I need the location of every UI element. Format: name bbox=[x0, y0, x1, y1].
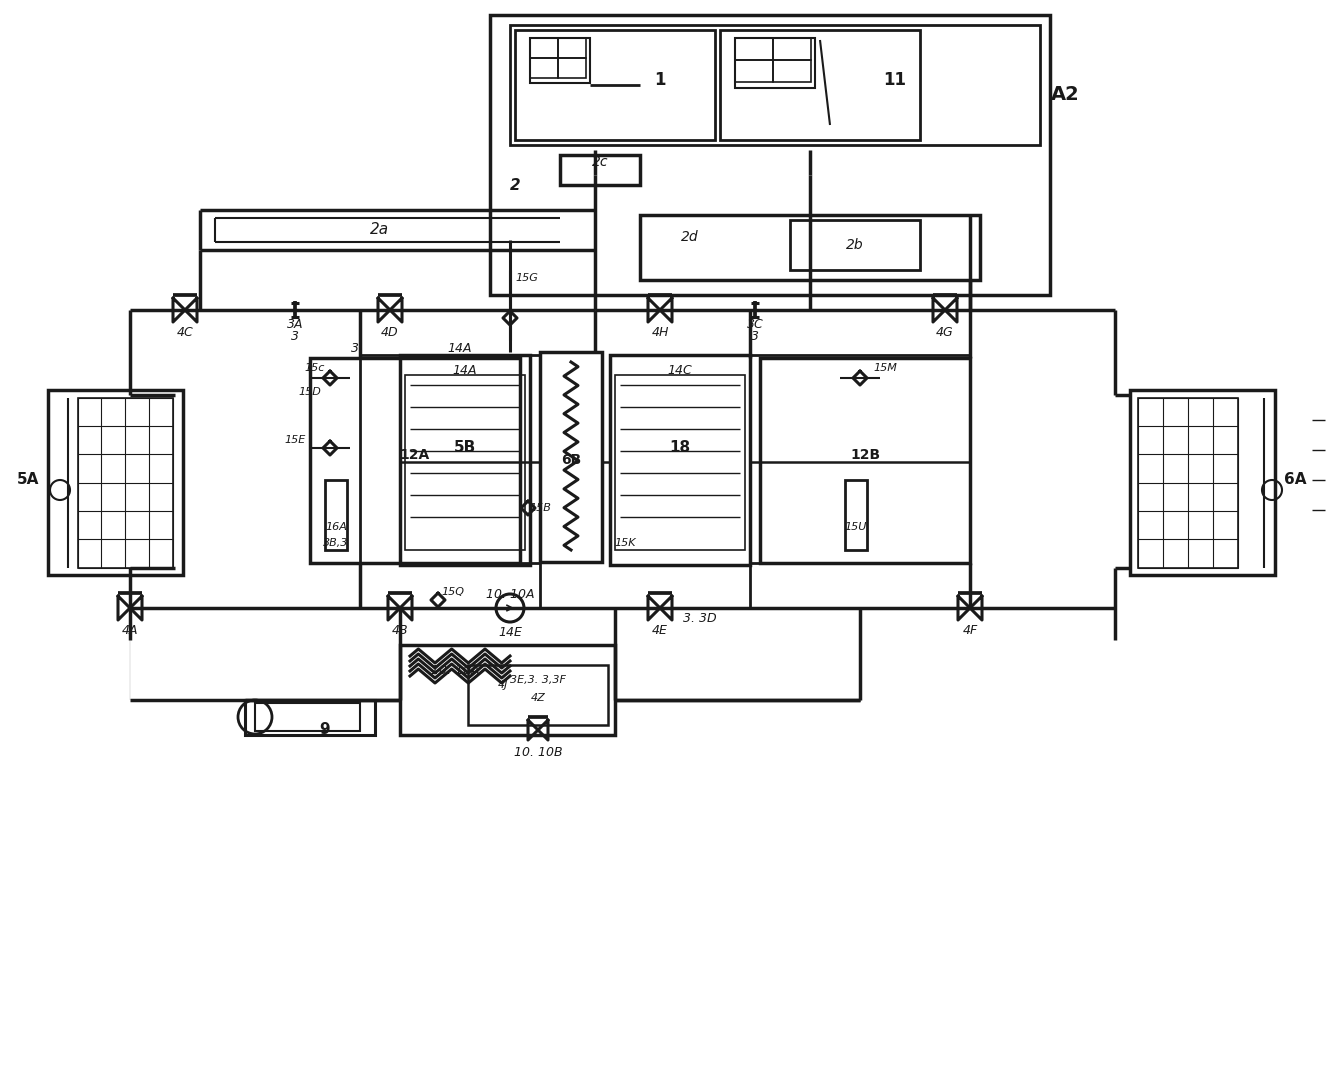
Bar bbox=[400, 355, 530, 566]
Bar bbox=[530, 38, 590, 83]
Text: 2a: 2a bbox=[371, 223, 389, 238]
Bar bbox=[530, 58, 558, 78]
Bar bbox=[558, 38, 586, 58]
Text: 15c: 15c bbox=[305, 363, 325, 373]
Bar bbox=[735, 60, 773, 82]
Bar bbox=[468, 665, 607, 724]
Text: 11: 11 bbox=[883, 71, 907, 89]
Text: A2: A2 bbox=[1050, 85, 1080, 105]
Bar bbox=[789, 220, 921, 270]
Bar bbox=[640, 214, 979, 280]
Text: 15Q: 15Q bbox=[442, 587, 464, 598]
Text: 3C: 3C bbox=[747, 319, 764, 332]
Text: 3B,3: 3B,3 bbox=[324, 538, 349, 548]
Bar bbox=[541, 352, 602, 562]
Bar bbox=[561, 155, 640, 185]
Text: 15D: 15D bbox=[298, 387, 321, 397]
Bar bbox=[615, 375, 745, 550]
Text: 10. 10A: 10. 10A bbox=[486, 588, 534, 601]
Text: 3: 3 bbox=[290, 331, 298, 344]
Text: 15E: 15E bbox=[285, 435, 305, 445]
Text: 3. 3D: 3. 3D bbox=[684, 611, 717, 624]
Bar bbox=[773, 60, 811, 82]
Text: 10. 10A: 10. 10A bbox=[431, 664, 479, 676]
Text: 2b: 2b bbox=[846, 238, 864, 252]
Bar bbox=[720, 30, 921, 140]
Text: 4A: 4A bbox=[122, 623, 138, 637]
Text: 4G: 4G bbox=[937, 325, 954, 338]
Bar bbox=[400, 644, 615, 735]
Text: 6B: 6B bbox=[561, 453, 581, 467]
Text: 5A: 5A bbox=[17, 473, 39, 488]
Text: 2c: 2c bbox=[591, 155, 609, 169]
Text: 14A: 14A bbox=[452, 364, 478, 377]
Text: 2: 2 bbox=[510, 177, 520, 192]
Text: 15K: 15K bbox=[614, 538, 636, 548]
Text: 4D: 4D bbox=[381, 325, 399, 338]
Bar bbox=[256, 703, 360, 731]
Bar bbox=[558, 58, 586, 78]
Bar bbox=[1139, 398, 1238, 568]
Text: 4E: 4E bbox=[652, 623, 668, 637]
Text: 4J: 4J bbox=[498, 680, 508, 690]
Text: 3A: 3A bbox=[286, 319, 304, 332]
Bar bbox=[735, 38, 773, 60]
Text: 18: 18 bbox=[669, 441, 690, 456]
Text: 12A: 12A bbox=[400, 448, 429, 462]
Text: 14C: 14C bbox=[668, 364, 692, 377]
Bar bbox=[405, 375, 524, 550]
Bar bbox=[48, 391, 183, 575]
Text: 15M: 15M bbox=[874, 363, 896, 373]
Bar bbox=[245, 700, 375, 735]
Text: 4B: 4B bbox=[392, 623, 408, 637]
Text: 4Z: 4Z bbox=[531, 692, 546, 703]
Text: 15G: 15G bbox=[515, 273, 538, 283]
Bar bbox=[515, 30, 714, 140]
Text: 3: 3 bbox=[751, 331, 759, 344]
Text: 4F: 4F bbox=[962, 623, 978, 637]
Text: 4H: 4H bbox=[652, 325, 669, 338]
Text: 5B: 5B bbox=[454, 441, 476, 456]
Text: 2d: 2d bbox=[681, 230, 698, 244]
Text: 10. 10B: 10. 10B bbox=[514, 746, 562, 759]
Text: 15U: 15U bbox=[844, 522, 867, 532]
Text: 16A: 16A bbox=[325, 522, 347, 532]
Text: 15B: 15B bbox=[529, 503, 551, 513]
Bar bbox=[78, 398, 173, 568]
Text: 3: 3 bbox=[351, 341, 359, 354]
Bar bbox=[760, 359, 970, 563]
Text: 4C: 4C bbox=[177, 325, 194, 338]
Bar bbox=[325, 480, 347, 550]
Bar bbox=[610, 355, 751, 566]
Bar bbox=[530, 38, 558, 58]
Bar bbox=[310, 359, 520, 563]
Text: 6A: 6A bbox=[1283, 473, 1306, 488]
Text: 12B: 12B bbox=[850, 448, 880, 462]
Text: 14A: 14A bbox=[448, 341, 472, 354]
Text: 1: 1 bbox=[654, 71, 666, 89]
Bar bbox=[1131, 391, 1275, 575]
Bar bbox=[773, 38, 811, 60]
Bar bbox=[490, 15, 1050, 294]
Text: 14E: 14E bbox=[498, 625, 522, 638]
Text: 3E,3. 3,3F: 3E,3. 3,3F bbox=[510, 675, 566, 685]
Bar bbox=[735, 38, 815, 87]
Bar bbox=[846, 480, 867, 550]
Bar bbox=[510, 25, 1040, 145]
Text: 9: 9 bbox=[320, 722, 330, 737]
